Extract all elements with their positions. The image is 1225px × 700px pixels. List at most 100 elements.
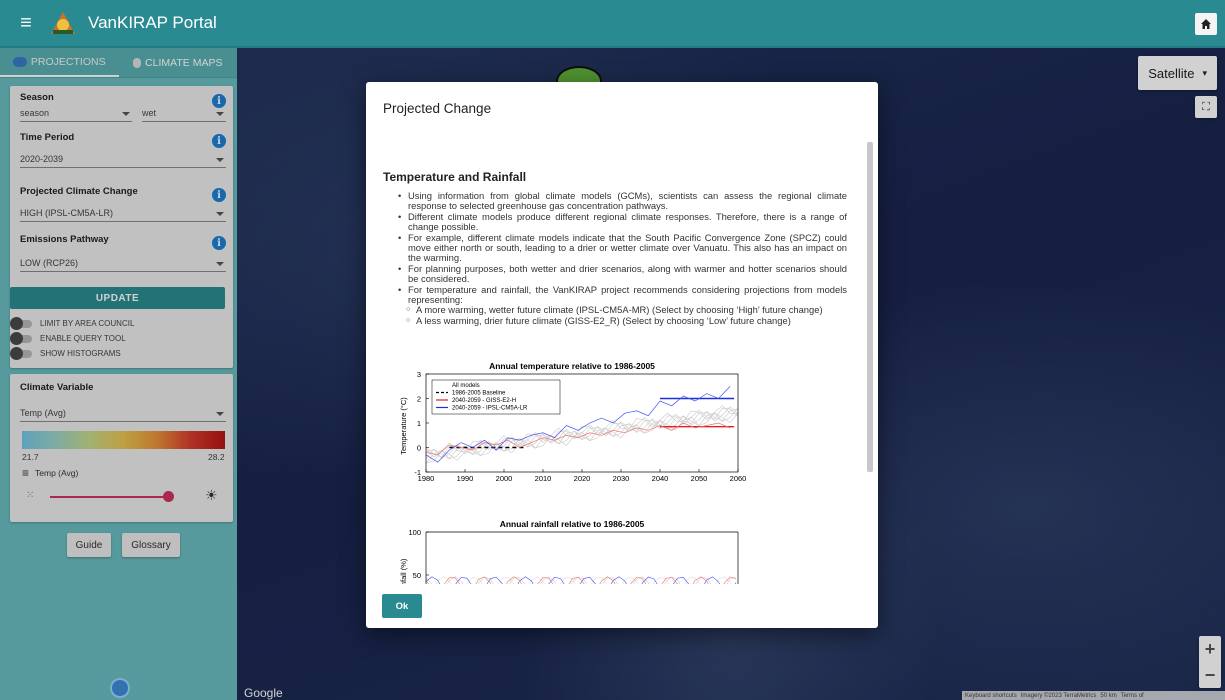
app-title: VanKIRAP Portal (88, 13, 217, 32)
update-button[interactable]: UPDATE (10, 287, 225, 309)
toggle-switch[interactable] (10, 331, 32, 345)
toggle-limit-area-council[interactable]: LIMIT BY AREA COUNCIL (10, 316, 134, 330)
layer-toggle[interactable]: ≡ Temp (Avg) (22, 466, 79, 480)
climate-variable-select[interactable]: Temp (Avg) (20, 406, 226, 422)
fullscreen-icon[interactable]: ⛶ (1195, 96, 1217, 118)
toggle-query-tool[interactable]: ENABLE QUERY TOOL (10, 331, 126, 345)
climate-variable-label: Climate Variable (20, 382, 94, 393)
tab-projections[interactable]: PROJECTIONS (0, 48, 119, 77)
rainfall-line (425, 576, 737, 584)
thermometer-icon (133, 57, 142, 68)
vankirap-logo (51, 12, 75, 34)
info-icon[interactable]: i (212, 134, 226, 148)
list-item: A more warming, wetter future climate (I… (406, 305, 847, 317)
list-icon: ≡ (22, 466, 30, 480)
y-axis-label: Temperature (°C) (399, 397, 408, 455)
zoom-in-button[interactable]: + (1204, 638, 1216, 659)
legend-label: All models (452, 383, 480, 389)
map-type-button[interactable]: Satellite ▾ (1138, 56, 1217, 90)
y-tick-label: -1 (414, 468, 421, 477)
scrollbar-thumb[interactable] (867, 142, 873, 472)
x-tick-label: 2030 (613, 474, 630, 483)
projected-change-dialog: Projected Change Temperature and Rainfal… (366, 82, 878, 628)
emissions-label: Emissions Pathway (20, 234, 109, 245)
series-line (425, 422, 731, 456)
home-icon[interactable] (1195, 13, 1217, 35)
legend-box (431, 379, 561, 415)
list-item: For planning purposes, both wetter and d… (398, 263, 847, 285)
sidebar-tabs: PROJECTIONS CLIMATE MAPS (0, 48, 237, 78)
chevron-down-icon (216, 112, 224, 116)
x-tick-label: 2040 (652, 474, 669, 483)
rainfall-chart: Annual rainfall relative to 1986-2005 50… (399, 519, 739, 584)
time-period-label: Time Period (20, 132, 75, 143)
time-period-select[interactable]: 2020-2039 (20, 152, 226, 168)
dialog-title: Projected Change (383, 101, 492, 116)
all-models-line (425, 408, 739, 460)
projected-change-label: Projected Climate Change (20, 186, 138, 197)
rainfall-line (425, 576, 737, 584)
y-tick-label: 2 (417, 395, 421, 404)
list-item: Different climate models produce differe… (398, 211, 847, 233)
y-tick-label: 50 (413, 571, 421, 580)
all-models-line (425, 407, 739, 458)
season-select[interactable]: season (20, 106, 132, 122)
top-app-bar: ≡ VanKIRAP Portal (0, 0, 1225, 48)
info-icon[interactable]: i (212, 236, 226, 250)
opacity-slider-track[interactable] (50, 496, 168, 498)
y-tick-label: 0 (417, 444, 421, 453)
list-item: For temperature and rainfall, the VanKIR… (398, 284, 847, 306)
series-line (425, 386, 731, 463)
color-legend-bar (22, 431, 225, 449)
rainfall-line (425, 576, 737, 584)
info-icon[interactable]: i (212, 94, 226, 108)
y-tick-label: 100 (408, 528, 421, 537)
zoom-out-button[interactable]: − (1204, 664, 1216, 685)
chart-title: Annual rainfall relative to 1986-2005 (500, 519, 645, 529)
zoom-control: + − (1199, 636, 1221, 688)
projected-change-select[interactable]: HIGH (IPSL-CM5A-LR) (20, 206, 226, 222)
sub-bullets: A more warming, wetter future climate (I… (406, 305, 847, 327)
dialog-scrollbar[interactable] (865, 132, 875, 582)
legend-max: 28.2 (208, 452, 225, 462)
x-tick-label: 1990 (457, 474, 474, 483)
glossary-button[interactable]: Glossary (122, 533, 180, 557)
temperature-chart: Annual temperature relative to 1986-2005… (399, 361, 746, 483)
chevron-down-icon (216, 262, 224, 266)
legend-label: 2040-2059 - IPSL-CM5A-LR (452, 406, 528, 412)
chart-series (425, 386, 739, 464)
toggle-histograms[interactable]: SHOW HISTOGRAMS (10, 346, 121, 360)
ok-button[interactable]: Ok (382, 594, 422, 618)
opacity-slider-thumb[interactable] (163, 491, 174, 502)
season-type-select[interactable]: wet (142, 106, 226, 122)
info-icon[interactable]: i (212, 188, 226, 202)
list-item: A less warming, drier future climate (GI… (406, 315, 847, 327)
y-tick-label: 1 (417, 419, 421, 428)
cloud-icon (12, 56, 27, 67)
menu-icon[interactable]: ≡ (20, 11, 32, 34)
x-tick-label: 2050 (691, 474, 708, 483)
x-tick-label: 2020 (574, 474, 591, 483)
emissions-select[interactable]: LOW (RCP26) (20, 256, 226, 272)
list-item: Using information from global climate mo… (398, 190, 847, 212)
y-axis-label: Rainfall (%) (399, 558, 408, 584)
legend-label: 2040-2059 - GISS-E2-H (452, 398, 516, 404)
tab-climate-maps[interactable]: CLIMATE MAPS (119, 48, 238, 77)
chart-series (425, 576, 737, 584)
chevron-down-icon (216, 158, 224, 162)
toggle-switch[interactable] (10, 346, 32, 360)
low-opacity-icon: ⁙ (26, 490, 35, 501)
x-tick-label: 1980 (418, 474, 435, 483)
chart-axes: 50 100 (408, 528, 739, 584)
all-models-line (425, 412, 739, 463)
chevron-down-icon (216, 412, 224, 416)
google-logo: Google (244, 686, 283, 700)
guide-button[interactable]: Guide (67, 533, 111, 557)
chart-axes: 1980 1990 2000 2010 2020 2030 2040 2050 2060 -1 0 1… (414, 370, 746, 483)
toggle-switch[interactable] (10, 316, 32, 330)
info-bullets: Using information from global climate mo… (398, 190, 847, 327)
section-title: Temperature and Rainfall (383, 170, 527, 184)
x-tick-label: 2000 (496, 474, 513, 483)
x-tick-label: 2010 (535, 474, 552, 483)
